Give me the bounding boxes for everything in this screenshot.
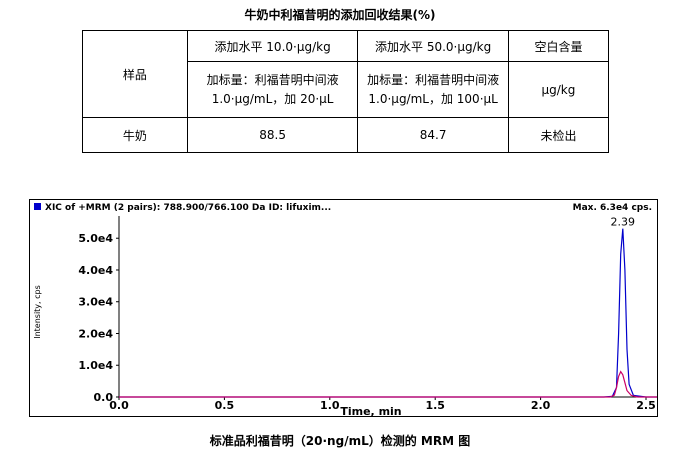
col2-detail-line2: 1.0·μg/mL，加 100·μL xyxy=(368,91,498,106)
peak-label: 2.39 xyxy=(611,216,636,229)
header-col2-detail: 加标量：利福昔明中间液 1.0·μg/mL，加 100·μL xyxy=(357,61,509,118)
x-tick-label: 2.0 xyxy=(531,399,551,412)
table-title: 牛奶中利福昔明的添加回收结果(%) xyxy=(244,8,436,22)
mrm-chart: XIC of +MRM (2 pairs): 788.900/766.100 D… xyxy=(33,203,680,418)
x-tick-label: 0.5 xyxy=(215,399,235,412)
x-tick-label: 1.0 xyxy=(320,399,340,412)
x-tick-label: 1.5 xyxy=(425,399,445,412)
col1-detail-line2: 1.0·μg/mL，加 20·μL xyxy=(211,91,334,106)
header-col1-level: 添加水平 10.0·μg/kg xyxy=(186,30,359,62)
col1-detail-line1: 加标量：利福昔明中间液 xyxy=(206,72,339,87)
recovery-table: 样品 添加水平 10.0·μg/kg 添加水平 50.0·μg/kg 空白含量 … xyxy=(82,30,610,153)
y-tick-label: 0.0 xyxy=(94,391,114,404)
row-value-3: 未检出 xyxy=(507,117,610,153)
header-sample: 样品 xyxy=(82,30,188,118)
x-axis-label: Time, min xyxy=(340,405,401,416)
y-tick-label: 5.0e4 xyxy=(78,232,113,245)
max-label: Max. 6.3e4 cps. xyxy=(573,203,652,213)
y-tick-label: 2.0e4 xyxy=(78,327,113,340)
row-value-1: 88.5 xyxy=(186,117,359,153)
chart-axes: 0.00.51.01.52.02.53.03.54.04.50.01.0e42.… xyxy=(78,216,657,412)
col2-detail-line1: 加标量：利福昔明中间液 xyxy=(367,72,500,87)
y-axis-label: Intensity, cps xyxy=(33,285,42,339)
header-col3: 空白含量 xyxy=(507,30,610,62)
series-line-1 xyxy=(119,228,680,398)
series-legend-swatch xyxy=(34,203,41,210)
mrm-chart-frame: XIC of +MRM (2 pairs): 788.900/766.100 D… xyxy=(29,199,680,418)
row-value-2: 84.7 xyxy=(357,117,509,153)
header-col3-unit: μg/kg xyxy=(507,61,610,118)
y-tick-label: 1.0e4 xyxy=(78,359,113,372)
chart-title: XIC of +MRM (2 pairs): 788.900/766.100 D… xyxy=(45,203,331,213)
series-line-2 xyxy=(119,370,680,398)
y-tick-label: 3.0e4 xyxy=(78,296,113,309)
chart-plot-area: 2.39 xyxy=(119,216,680,398)
figure-caption: 标准品利福昔明（20·ng/mL）检测的 MRM 图 xyxy=(209,434,471,448)
row-sample: 牛奶 xyxy=(82,117,188,153)
x-tick-label: 2.5 xyxy=(636,399,656,412)
x-tick-label: 0.0 xyxy=(109,399,129,412)
y-tick-label: 4.0e4 xyxy=(78,264,113,277)
header-col1-detail: 加标量：利福昔明中间液 1.0·μg/mL，加 20·μL xyxy=(186,61,359,118)
header-col2-level: 添加水平 50.0·μg/kg xyxy=(357,30,509,62)
